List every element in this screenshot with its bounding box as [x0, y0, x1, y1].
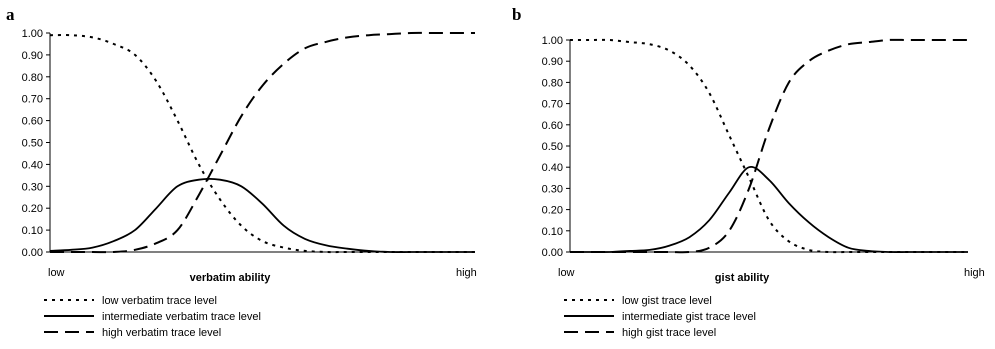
y-tick-label: 1.00 — [22, 28, 43, 40]
y-tick-label: 0.40 — [22, 159, 43, 171]
y-tick-label: 0.30 — [22, 181, 43, 193]
y-tick-label: 0.50 — [542, 141, 563, 153]
y-tick-label: 0.20 — [542, 205, 563, 217]
x-axis-label: verbatim ability — [190, 272, 272, 284]
x-max-label: high — [456, 267, 477, 279]
y-tick-label: 0.90 — [542, 56, 563, 68]
series-line-solid — [570, 166, 968, 253]
y-tick-label: 0.70 — [542, 99, 563, 111]
x-max-label: high — [964, 267, 985, 279]
y-tick-label: 0.40 — [542, 162, 563, 174]
chart-panel-b: b 0.00 0.10 0.20 0.30 0.40 0.50 0.60 0.70 0.80 0.9… — [512, 5, 985, 339]
panel-label-a: a — [6, 5, 15, 24]
series-line-dotted — [569, 38, 968, 254]
y-tick-label: 0.60 — [22, 116, 43, 128]
y-tick-label: 1.00 — [542, 35, 563, 47]
y-tick-label: 0.80 — [542, 77, 563, 89]
x-min-label: low — [48, 267, 65, 279]
series-line-solid — [49, 177, 475, 253]
y-tick-label: 0.80 — [22, 72, 43, 84]
y-tick-label: 0.30 — [542, 183, 563, 195]
x-axis-label: gist ability — [715, 272, 770, 284]
y-tick-label: 0.00 — [542, 247, 563, 259]
legend-entry: intermediate verbatim trace level — [102, 311, 261, 323]
legend-entry: intermediate gist trace level — [622, 311, 756, 323]
y-tick-label: 0.70 — [22, 94, 43, 106]
panel-label-b: b — [512, 5, 521, 24]
chart-panel-a: a 0.00 0.10 0.20 0.30 0.40 0.50 0.60 0.70 0.80 0.9… — [6, 5, 477, 339]
legend-entry: high verbatim trace level — [102, 327, 221, 339]
y-tick-label: 0.60 — [542, 120, 563, 132]
y-tick-label: 0.50 — [22, 138, 43, 150]
y-tick-label: 0.10 — [542, 226, 563, 238]
legend-entry: low verbatim trace level — [102, 295, 217, 307]
legend-entry: high gist trace level — [622, 327, 716, 339]
y-tick-label: 0.90 — [22, 50, 43, 62]
series-line-dotted — [49, 34, 475, 254]
series-line-dashed — [50, 31, 475, 254]
y-tick-label: 0.10 — [22, 225, 43, 237]
legend-entry: low gist trace level — [622, 295, 712, 307]
y-tick-label: 0.00 — [22, 247, 43, 259]
y-tick-label: 0.20 — [22, 203, 43, 215]
series-line-dashed — [570, 38, 968, 254]
x-min-label: low — [558, 267, 575, 279]
